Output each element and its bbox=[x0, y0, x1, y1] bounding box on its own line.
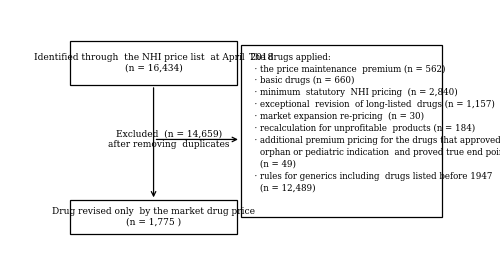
Text: Identified through  the NHI price list  at April  2018
(n = 16,434): Identified through the NHI price list at… bbox=[34, 53, 273, 73]
Text: Excluded  (n = 14,659)
after removing  duplicates: Excluded (n = 14,659) after removing dup… bbox=[108, 130, 230, 149]
Bar bbox=[70, 41, 237, 85]
Bar bbox=[70, 200, 237, 234]
Text: Drug revised only  by the market drug price
(n = 1,775 ): Drug revised only by the market drug pri… bbox=[52, 207, 255, 227]
Bar bbox=[241, 45, 442, 217]
Text: The drugs applied:
  · the price maintenance  premium (n = 562)
  · basic drugs : The drugs applied: · the price maintenan… bbox=[248, 52, 500, 192]
